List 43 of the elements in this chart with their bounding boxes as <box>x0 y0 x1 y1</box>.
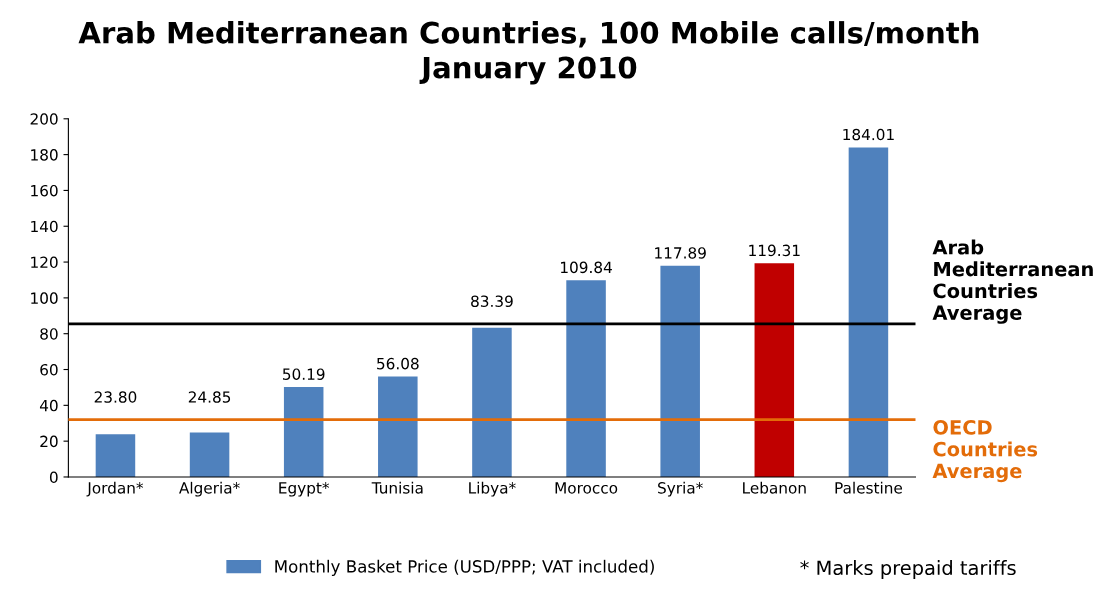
bar <box>660 265 700 477</box>
y-tick-label: 80 <box>40 328 58 340</box>
data-label: 56.08 <box>377 357 419 370</box>
x-tick-label: Egypt* <box>279 482 330 497</box>
y-tick-label: 200 <box>30 113 58 125</box>
y-tick-label: 20 <box>40 435 58 448</box>
data-label: 117.89 <box>655 247 706 259</box>
y-tick-label: 160 <box>31 184 58 197</box>
data-label: 119.31 <box>749 244 800 257</box>
data-label: 109.84 <box>561 261 612 274</box>
y-tick-label: 120 <box>31 256 58 269</box>
x-tick-label: Morocco <box>555 482 618 494</box>
bar <box>378 376 418 477</box>
data-label: 24.85 <box>188 391 231 403</box>
y-tick-label: 0 <box>49 471 58 483</box>
x-tick-label: Lebanon <box>743 481 806 494</box>
y-tick-label: 140 <box>31 220 58 233</box>
legend-label: Monthly Basket Price (USD/PPP; VAT included) <box>275 559 654 576</box>
data-label: 50.19 <box>283 368 325 380</box>
x-tick-label: Syria* <box>658 481 703 497</box>
ref-line-label: OECD Countries Average <box>932 420 1038 483</box>
bar <box>566 280 606 477</box>
bar <box>189 432 230 477</box>
x-tick-label: Tunisia <box>371 481 423 494</box>
y-tick-label: 180 <box>31 149 58 161</box>
x-tick-label: Algeria* <box>179 481 240 497</box>
chart-title: Arab Mediterranean Countries, 100 Mobile calls/month January 2010 <box>78 21 979 85</box>
data-label: 83.39 <box>471 295 513 307</box>
text: * Marks prepaid tariffs <box>800 560 1016 579</box>
y-tick-label: 40 <box>39 399 58 412</box>
ref-line-label: Arab Mediterranean Countries Average <box>932 239 1093 324</box>
data-label: 184.01 <box>843 128 894 141</box>
bar <box>472 327 512 477</box>
x-tick-label: Jordan* <box>86 481 144 497</box>
x-tick-label: Libya* <box>469 481 516 497</box>
x-tick-label: Palestine <box>835 481 903 494</box>
bar <box>283 387 324 477</box>
data-label: 23.80 <box>94 391 137 403</box>
bar <box>848 147 889 477</box>
bar <box>95 434 136 477</box>
y-tick-label: 60 <box>40 363 58 376</box>
bar <box>754 263 795 477</box>
y-tick-label: 100 <box>31 292 58 304</box>
